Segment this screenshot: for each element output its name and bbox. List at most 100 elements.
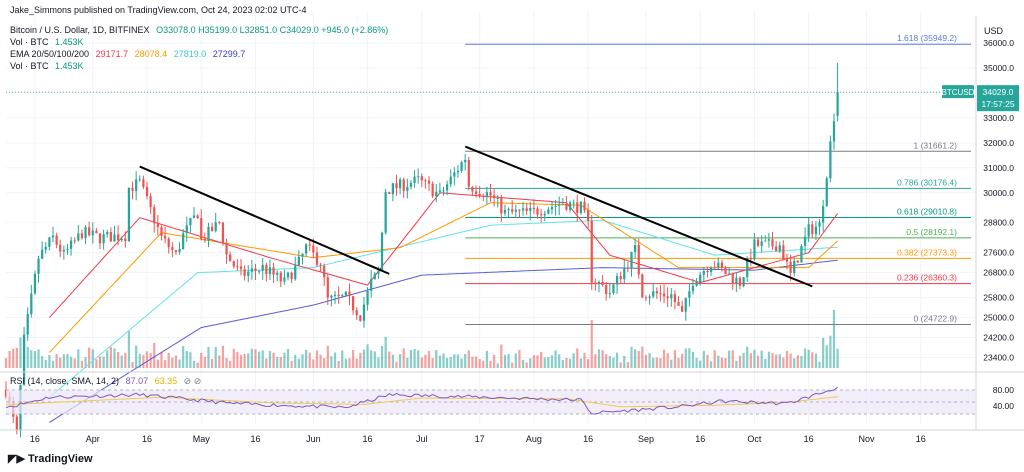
volume-bar — [200, 352, 203, 368]
candle-body — [832, 121, 836, 142]
candle-body — [192, 215, 196, 219]
volume-bar — [684, 348, 687, 368]
ema-legend[interactable]: EMA 20/50/100/200 29171.7 28078.4 27819.… — [10, 49, 249, 59]
candle-body — [153, 207, 156, 224]
volume-bar — [590, 320, 593, 368]
volume-legend-2[interactable]: Vol · BTC 1.453K — [10, 61, 88, 71]
candle-body — [55, 235, 58, 245]
candle-body — [623, 267, 626, 280]
volume-bar — [507, 354, 510, 368]
candle-body — [489, 192, 492, 196]
price-tick-label: 36000.0 — [983, 38, 1014, 48]
candle-body — [250, 268, 253, 272]
candle-body — [709, 267, 713, 272]
candle-body — [529, 208, 532, 212]
axes — [0, 16, 1024, 431]
volume-bar — [12, 348, 15, 368]
volume-bar — [713, 350, 716, 368]
candle-body — [789, 261, 792, 273]
volume-bar — [254, 349, 257, 368]
rsi-line — [5, 386, 838, 415]
candle-body — [445, 184, 449, 191]
volume-bar — [561, 359, 564, 368]
ema20-value: 29171.7 — [95, 49, 129, 59]
symbol-line[interactable]: Bitcoin / U.S. Dollar, 1D, BITFINEX O330… — [10, 25, 392, 35]
volume-bar — [286, 349, 290, 368]
time-tick-label: May — [193, 434, 211, 444]
volume-bar — [44, 360, 47, 368]
volume-bar — [232, 348, 235, 368]
price-tick-label: 25800.0 — [983, 293, 1014, 303]
candle-body — [73, 240, 76, 242]
candle-body — [619, 276, 622, 280]
volume-bar — [583, 352, 586, 368]
publisher-line: Jake_Simmons published on TradingView.co… — [10, 5, 311, 15]
volume-bar — [558, 354, 561, 368]
time-tick-label: 16 — [583, 434, 593, 444]
price-tick-label: 30000.0 — [983, 188, 1014, 198]
volume-bar — [728, 350, 731, 368]
volume-bar — [236, 351, 239, 368]
volume-bar — [95, 359, 98, 368]
candle-body — [670, 294, 673, 299]
volume-bar — [738, 355, 742, 368]
volume-legend-1[interactable]: Vol · BTC 1.453K — [10, 37, 88, 47]
candle-body — [109, 232, 112, 242]
candle-body — [254, 268, 257, 271]
volume-bar — [294, 354, 297, 368]
volume-bar — [529, 358, 532, 368]
candle-body — [435, 191, 438, 197]
candle-body — [156, 223, 159, 227]
rsi-ma-line — [6, 396, 838, 408]
volume-bar — [163, 360, 167, 368]
candle-body — [590, 220, 593, 283]
candle-body — [561, 203, 564, 205]
trendline[interactable] — [139, 165, 390, 275]
time-tick-label: 16 — [142, 434, 152, 444]
volume-bar — [182, 346, 185, 368]
candle-body — [699, 274, 702, 282]
ema50-value: 28078.4 — [134, 49, 168, 59]
candle-body — [308, 244, 311, 246]
candle-body — [453, 172, 456, 177]
volume-bar — [171, 357, 174, 368]
trendlines[interactable] — [139, 145, 813, 288]
candle-body — [102, 234, 105, 244]
candle-body — [417, 176, 420, 178]
volume-bar — [221, 345, 225, 368]
volume-bar — [431, 358, 434, 368]
candle-body — [659, 293, 662, 295]
fib-level-label: 0.618 (29010.8) — [897, 206, 957, 216]
candle-body — [142, 179, 145, 187]
candle-body — [348, 291, 351, 297]
volume-bar — [655, 357, 658, 368]
candle-body — [731, 273, 734, 283]
volume-bar — [764, 358, 767, 368]
candle-body — [304, 244, 308, 254]
ema200-value: 27299.7 — [212, 49, 246, 59]
candle-body — [717, 262, 720, 269]
candle-body — [818, 222, 821, 227]
chart-labels: USD36000.035000.034000.033000.032000.031… — [30, 26, 1019, 444]
candle-body — [377, 270, 380, 274]
trendline[interactable] — [464, 145, 813, 288]
volume-bar — [113, 348, 116, 368]
candle-body — [232, 261, 235, 267]
volume-bar — [341, 350, 344, 368]
candle-body — [681, 305, 684, 312]
volume-bar — [702, 350, 705, 368]
volume-bar — [373, 351, 376, 368]
volume-bar — [391, 354, 394, 368]
volume-bar — [438, 355, 442, 368]
candle-body — [605, 285, 608, 295]
candle-body — [236, 266, 239, 268]
volume-bar — [312, 359, 315, 368]
candle-body — [373, 273, 376, 280]
volume-bar — [344, 358, 347, 368]
volume-bar — [641, 346, 644, 368]
fib-retracement[interactable]: 1.618 (35949.2) 1 (31661.2) 0.786 (30176.4… — [6, 33, 975, 325]
rsi-legend[interactable]: RSI (14, close, SMA, 14, 2) 87.07 63.35 … — [10, 376, 205, 387]
volume-bar — [789, 353, 792, 368]
rsi-hidden-icon: ⊘ ⊘ — [183, 376, 202, 386]
